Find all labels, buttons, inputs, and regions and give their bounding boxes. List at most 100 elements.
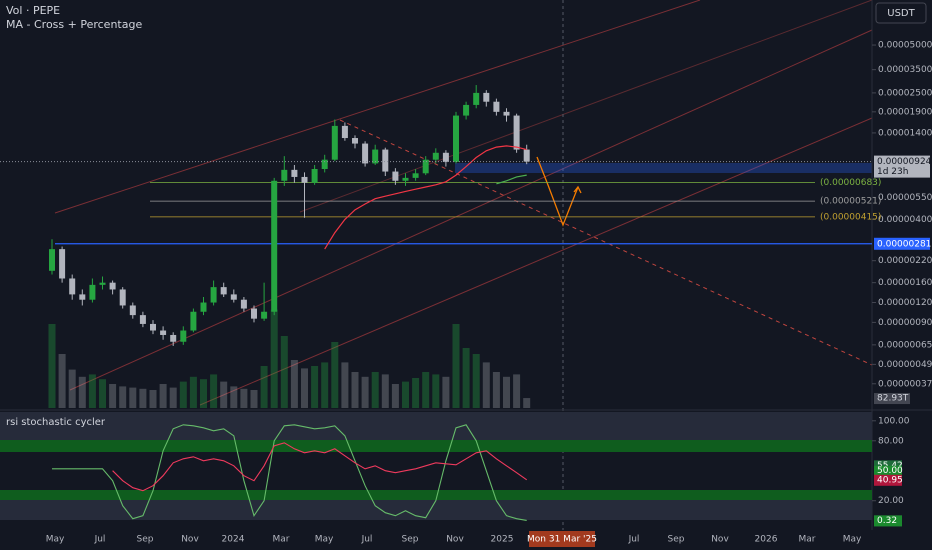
candle-body xyxy=(200,302,207,312)
candle-body xyxy=(341,125,348,139)
y-tick-label: 0.00000120 xyxy=(878,298,932,308)
candle-body xyxy=(180,330,187,342)
indicator-value: 50.00 xyxy=(877,466,903,476)
volume-bar xyxy=(250,390,258,408)
volume-bar xyxy=(260,366,268,408)
indicator-band xyxy=(0,500,872,520)
candle-body xyxy=(89,284,96,300)
level-label: (0.00000415) xyxy=(820,212,881,222)
support-tag xyxy=(874,237,930,250)
volume-bar xyxy=(210,374,218,408)
x-tick-label: Nov xyxy=(181,535,199,545)
volume-bar xyxy=(452,324,460,408)
x-tick-label: Jul xyxy=(628,535,640,545)
candle-body xyxy=(281,169,288,181)
volume-bar xyxy=(432,374,440,408)
indicator-line xyxy=(112,442,528,492)
indicator-tag xyxy=(874,465,902,477)
y-tick-label: 0.00000037 xyxy=(878,379,932,389)
y-tick-label: 0.00000065 xyxy=(878,340,932,350)
x-tick-label: 2024 xyxy=(222,535,245,545)
volume-tag xyxy=(874,393,910,405)
candle-body xyxy=(170,334,177,342)
candle-body xyxy=(503,111,510,116)
price-label: 0.00000924 xyxy=(877,157,932,167)
candle-body xyxy=(261,311,268,319)
y-tick-label: 0.00000090 xyxy=(878,318,932,328)
candle-body xyxy=(513,115,520,150)
volume-bar xyxy=(88,374,96,408)
y-tick-label: 20.00 xyxy=(878,496,904,506)
countdown: 1d 23h xyxy=(877,167,908,177)
currency[interactable]: USDT xyxy=(887,8,915,19)
price-tag xyxy=(874,155,930,178)
volume-bar xyxy=(503,376,510,408)
header-title: Vol · PEPE xyxy=(6,4,60,17)
volume-bar xyxy=(381,374,389,408)
volume-bar xyxy=(270,309,278,408)
volume-bar xyxy=(149,390,157,408)
volume-bar xyxy=(341,362,349,408)
projection-arrow xyxy=(536,156,579,227)
volume-bar xyxy=(240,388,248,408)
y-tick-label: 0.00002500 xyxy=(878,88,932,98)
indicator-band xyxy=(0,440,872,452)
candle-body xyxy=(311,169,318,183)
channel-line xyxy=(54,0,701,214)
indicator-band xyxy=(0,412,872,440)
indicator-line xyxy=(52,424,527,521)
volume-bar xyxy=(371,372,379,408)
candle-body xyxy=(291,169,298,177)
volume-bar xyxy=(290,360,298,408)
candle-body xyxy=(321,159,328,170)
candle-body xyxy=(402,177,409,181)
indicator-tag xyxy=(874,474,902,486)
x-tick-label: May xyxy=(315,535,334,545)
volume-bar xyxy=(200,379,207,408)
volume-bar xyxy=(442,376,450,408)
candle-body xyxy=(352,138,358,144)
candle-body xyxy=(49,249,55,271)
volume-bar xyxy=(280,336,288,408)
volume-bar xyxy=(189,376,197,408)
candle-body xyxy=(463,104,470,116)
volume-bar xyxy=(321,362,329,408)
volume-bar xyxy=(129,387,137,408)
volume-bar xyxy=(169,387,177,408)
indicator-value: 40.95 xyxy=(877,475,903,485)
volume-bar xyxy=(331,342,339,408)
currency-button[interactable] xyxy=(875,2,927,24)
candle-body xyxy=(220,287,227,295)
volume-bar xyxy=(220,381,228,408)
volume-bar xyxy=(311,366,319,408)
x-tick-label: Sep xyxy=(402,535,419,545)
candle-body xyxy=(483,92,490,102)
candle-body xyxy=(382,149,389,172)
candle-body xyxy=(119,289,126,306)
x-tick-label: Nov xyxy=(711,535,729,545)
volume-bar xyxy=(402,381,409,408)
candle-body xyxy=(69,278,76,295)
candle-body xyxy=(442,152,449,162)
volume-bar xyxy=(78,376,86,408)
volume-label: 82.93T xyxy=(877,394,909,404)
x-tick-label: Sep xyxy=(137,535,154,545)
volume-bar xyxy=(179,381,187,408)
channel-line xyxy=(199,117,873,406)
volume-bar xyxy=(119,386,127,408)
candle-body xyxy=(59,249,66,279)
x-tick-label: May xyxy=(46,535,65,545)
candle-body xyxy=(432,152,439,160)
candle-body xyxy=(251,308,257,319)
y-tick-label: 0.00000400 xyxy=(878,215,932,225)
header-subtitle: MA - Cross + Percentage xyxy=(6,18,142,31)
y-tick-label: 0.00000550 xyxy=(878,193,932,203)
volume-bar xyxy=(472,354,480,408)
candle-body xyxy=(230,294,237,300)
volume-bar xyxy=(422,372,430,408)
volume-bar xyxy=(523,398,531,408)
y-tick-label: 0.00005000 xyxy=(878,41,932,51)
volume-bar xyxy=(139,388,147,408)
